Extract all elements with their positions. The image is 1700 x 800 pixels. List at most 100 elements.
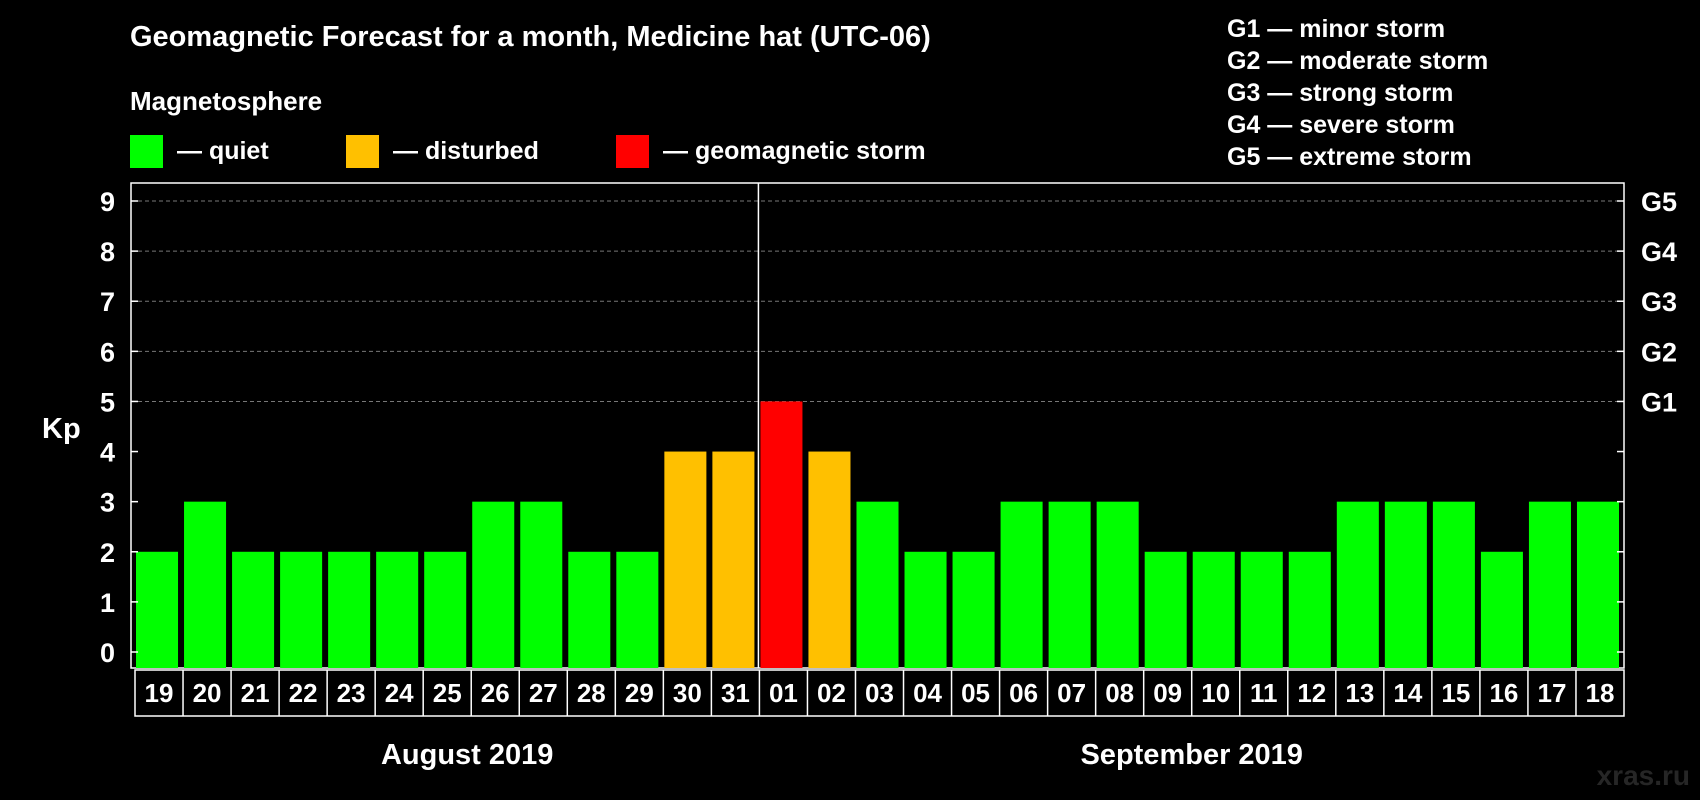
bar-18: [1576, 501, 1619, 668]
date-label-25: 25: [433, 678, 462, 708]
bar-02: [808, 451, 851, 668]
y-axis-label: Kp: [42, 413, 81, 445]
date-label-21: 21: [241, 678, 270, 708]
right-tick-label-G4: G4: [1641, 237, 1677, 267]
bar-21: [232, 551, 275, 668]
date-label-19: 19: [145, 678, 174, 708]
y-tick-label-3: 3: [100, 488, 115, 518]
bar-19: [136, 551, 179, 668]
storm-scale-g3: G3 — strong storm: [1227, 79, 1454, 107]
date-label-12: 12: [1297, 678, 1326, 708]
bar-25: [424, 551, 467, 668]
bar-31: [712, 451, 755, 668]
legend-label-quiet: — quiet: [177, 136, 269, 165]
date-label-23: 23: [337, 678, 366, 708]
date-label-20: 20: [193, 678, 222, 708]
storm-scale-g5: G5 — extreme storm: [1227, 143, 1472, 171]
storm-scale-g2: G2 — moderate storm: [1227, 47, 1489, 75]
bar-16: [1480, 551, 1523, 668]
storm-scale-legend: G1 — minor storm G2 — moderate storm G3 …: [1227, 13, 1488, 173]
bar-14: [1384, 501, 1427, 668]
date-label-22: 22: [289, 678, 318, 708]
date-label-29: 29: [625, 678, 654, 708]
bar-29: [616, 551, 659, 668]
month-label-1: September 2019: [1080, 739, 1302, 771]
date-label-27: 27: [529, 678, 558, 708]
date-label-31: 31: [721, 678, 750, 708]
y-tick-label-7: 7: [100, 287, 115, 317]
date-label-01: 01: [769, 678, 798, 708]
right-tick-label-G1: G1: [1641, 387, 1677, 417]
date-label-08: 08: [1105, 678, 1134, 708]
date-label-05: 05: [961, 678, 990, 708]
bar-12: [1288, 551, 1331, 668]
bar-11: [1240, 551, 1283, 668]
legend-label-storm: — geomagnetic storm: [663, 136, 926, 165]
bar-17: [1528, 501, 1571, 668]
bar-08: [1096, 501, 1139, 668]
date-label-18: 18: [1586, 678, 1615, 708]
chart-title: Geomagnetic Forecast for a month, Medici…: [130, 21, 931, 53]
y-tick-label-2: 2: [100, 538, 115, 568]
bar-10: [1192, 551, 1235, 668]
bar-27: [520, 501, 563, 668]
watermark: xras.ru: [1596, 760, 1690, 791]
y-tick-label-4: 4: [100, 438, 115, 468]
bar-06: [1000, 501, 1043, 668]
date-label-16: 16: [1489, 678, 1518, 708]
legend-item-quiet: — quiet: [130, 134, 269, 168]
date-label-11: 11: [1250, 678, 1278, 708]
bar-24: [376, 551, 419, 668]
legend-swatch-quiet: [130, 134, 163, 168]
date-label-30: 30: [673, 678, 702, 708]
bar-01: [760, 401, 803, 668]
bar-15: [1432, 501, 1475, 668]
bar-13: [1336, 501, 1379, 668]
y-tick-label-8: 8: [100, 237, 115, 267]
storm-scale-g4: G4 — severe storm: [1227, 111, 1455, 139]
date-label-17: 17: [1537, 678, 1566, 708]
y-tick-label-6: 6: [100, 337, 115, 367]
bar-28: [568, 551, 611, 668]
right-tick-label-G2: G2: [1641, 337, 1677, 367]
y-tick-label-1: 1: [100, 588, 115, 618]
storm-scale-g1: G1 — minor storm: [1227, 15, 1446, 43]
legend-item-storm: — geomagnetic storm: [616, 134, 926, 168]
legend-swatch-disturbed: [346, 134, 379, 168]
date-label-02: 02: [817, 678, 846, 708]
y-tick-label-0: 0: [100, 638, 115, 668]
bar-23: [328, 551, 371, 668]
legend-subtitle: Magnetosphere: [130, 86, 323, 116]
bar-22: [280, 551, 323, 668]
bar-20: [184, 501, 227, 668]
bar-09: [1144, 551, 1187, 668]
date-label-13: 13: [1345, 678, 1374, 708]
right-tick-label-G3: G3: [1641, 287, 1677, 317]
bar-03: [856, 501, 899, 668]
date-label-07: 07: [1057, 678, 1086, 708]
bar-30: [664, 451, 707, 668]
date-label-24: 24: [385, 678, 414, 708]
bar-05: [952, 551, 995, 668]
legend-item-disturbed: — disturbed: [346, 134, 539, 168]
date-label-04: 04: [913, 678, 942, 708]
y-tick-label-5: 5: [100, 387, 115, 417]
bar-07: [1048, 501, 1091, 668]
date-label-03: 03: [865, 678, 894, 708]
y-tick-label-9: 9: [100, 187, 115, 217]
date-label-15: 15: [1441, 678, 1470, 708]
date-label-09: 09: [1153, 678, 1182, 708]
date-strip-frame: [134, 669, 1625, 717]
date-label-10: 10: [1201, 678, 1230, 708]
legend-label-disturbed: — disturbed: [393, 136, 539, 165]
date-label-28: 28: [577, 678, 606, 708]
date-label-06: 06: [1009, 678, 1038, 708]
date-label-14: 14: [1393, 678, 1422, 708]
legend-swatch-storm: [616, 134, 649, 168]
date-label-26: 26: [481, 678, 510, 708]
right-tick-label-G5: G5: [1641, 187, 1677, 217]
bar-04: [904, 551, 947, 668]
bar-26: [472, 501, 515, 668]
month-label-0: August 2019: [381, 739, 553, 771]
